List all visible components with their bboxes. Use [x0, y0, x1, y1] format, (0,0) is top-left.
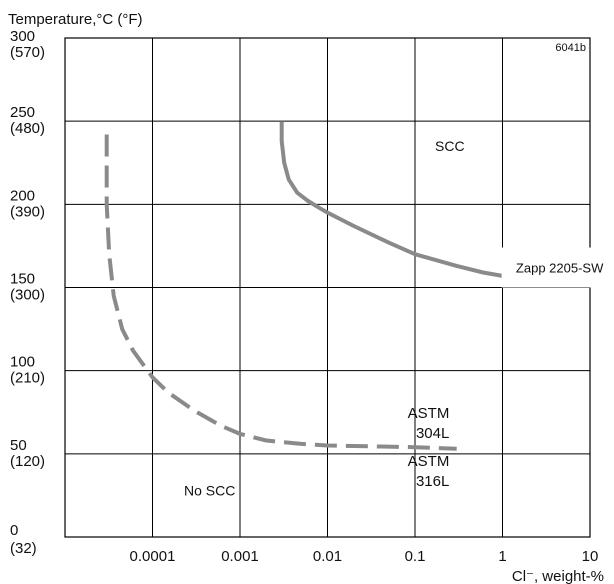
- y-axis-label: Temperature,°C (°F): [8, 11, 143, 28]
- region-label: SCC: [435, 138, 465, 154]
- y-tick-label-c: 100: [10, 354, 35, 371]
- x-tick-label: 0.1: [405, 548, 426, 565]
- series-line-1: [279, 121, 539, 288]
- y-tick-label-f: (32): [10, 540, 37, 557]
- figure-code: 6041b: [555, 42, 586, 54]
- series-line-0: [104, 134, 457, 451]
- x-tick-label: 0.0001: [130, 548, 176, 565]
- series-annotation: 304L: [416, 425, 449, 442]
- series-annotation: ASTM: [408, 405, 450, 422]
- x-tick-labels: 0.0001 0.001 0.01 0.1 1 10: [130, 548, 599, 565]
- y-tick-labels: 0(32)50(120)100(210)150(300)200(390)250(…: [10, 28, 45, 557]
- y-tick-label-f: (390): [10, 203, 45, 220]
- y-tick-label-c: 50: [10, 437, 27, 454]
- y-tick-label-c: 300: [10, 28, 35, 45]
- y-tick-label-c: 0: [10, 522, 18, 539]
- y-tick-label-c: 200: [10, 187, 35, 204]
- annotation-bg: [501, 247, 614, 288]
- series-annotations: ASTM 304L ASTM 316L Zapp 2205-SW: [408, 247, 614, 490]
- y-tick-label-f: (570): [10, 44, 45, 61]
- y-tick-label-c: 250: [10, 104, 35, 121]
- chart-series: [104, 121, 539, 451]
- y-tick-label-f: (300): [10, 287, 45, 304]
- y-tick-label-f: (210): [10, 370, 45, 387]
- y-tick-label-f: (480): [10, 120, 45, 137]
- x-tick-label: 0.01: [313, 548, 342, 565]
- y-tick-label-c: 150: [10, 271, 35, 288]
- series-annotation: ASTM: [408, 453, 450, 470]
- y-tick-label-f: (120): [10, 453, 45, 470]
- x-tick-label: 1: [498, 548, 506, 565]
- region-label: No SCC: [184, 482, 235, 498]
- series-annotation: 316L: [416, 473, 449, 490]
- x-tick-label: 10: [582, 548, 599, 565]
- series-annotation: Zapp 2205-SW: [516, 261, 604, 276]
- x-axis-label: Cl⁻, weight-%: [512, 568, 604, 584]
- x-tick-label: 0.001: [221, 548, 259, 565]
- region-labels: SCC No SCC: [184, 138, 465, 498]
